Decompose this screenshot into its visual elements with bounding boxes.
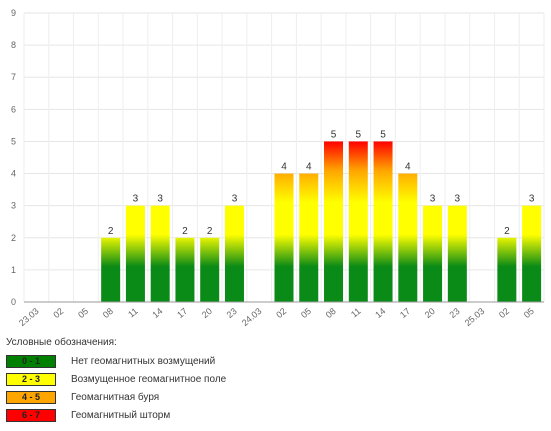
y-tick-label: 0 [11, 297, 16, 307]
legend-item-severe-storm: 6 - 7 Геомагнитный шторм [6, 406, 546, 424]
legend-swatch-orange: 4 - 5 [6, 390, 56, 404]
x-tick-label: 14 [150, 306, 164, 320]
x-tick-label: 23 [225, 306, 239, 320]
x-tick-label: 02 [497, 306, 511, 320]
bar [447, 205, 467, 302]
bar-value-label: 4 [306, 162, 312, 173]
y-tick-label: 6 [11, 104, 16, 114]
y-tick-label: 1 [11, 265, 16, 275]
x-tick-label: 14 [373, 306, 387, 320]
legend-swatch-red: 6 - 7 [6, 408, 56, 422]
x-tick-label: 25.03 [463, 306, 487, 328]
x-tick-label: 23 [448, 306, 462, 320]
y-tick-label: 4 [11, 169, 16, 179]
legend-item-storm: 4 - 5 Геомагнитная буря [6, 388, 546, 406]
x-tick-label: 17 [398, 306, 412, 320]
bar-value-label: 5 [356, 129, 362, 140]
y-tick-label: 9 [11, 8, 16, 18]
bar-value-label: 3 [157, 194, 163, 205]
bar-value-label: 4 [281, 162, 287, 173]
bar [274, 173, 294, 302]
x-tick-label: 08 [324, 306, 338, 320]
legend-swatch-green: 0 - 1 [6, 354, 56, 368]
bar-value-label: 2 [108, 226, 114, 237]
bar [150, 205, 170, 302]
bar [101, 237, 121, 302]
x-tick-label: 02 [51, 306, 65, 320]
bar-value-label: 2 [207, 226, 213, 237]
bar [373, 141, 393, 302]
bar [398, 173, 418, 302]
bar-value-label: 2 [182, 226, 188, 237]
legend: Условные обозначения: 0 - 1 Нет геомагни… [6, 337, 546, 424]
bar [497, 237, 517, 302]
bar-value-label: 2 [504, 226, 510, 237]
x-tick-label: 23.03 [17, 306, 41, 328]
y-tick-label: 5 [11, 136, 16, 146]
x-tick-label: 20 [200, 306, 214, 320]
bar-value-label: 3 [455, 194, 461, 205]
x-tick-label: 05 [299, 306, 313, 320]
bar-value-label: 3 [430, 194, 436, 205]
bar-value-label: 3 [529, 194, 535, 205]
legend-swatch-yellow: 2 - 3 [6, 372, 56, 386]
bar [224, 205, 244, 302]
legend-label-storm: Геомагнитная буря [71, 391, 160, 403]
legend-title: Условные обозначения: [6, 337, 117, 348]
bar [522, 205, 542, 302]
legend-label-disturbed: Возмущенное геомагнитное поле [71, 373, 227, 385]
bar [200, 237, 220, 302]
bar [299, 173, 319, 302]
bar-value-label: 5 [331, 129, 337, 140]
bar-value-label: 5 [380, 129, 386, 140]
x-tick-label: 08 [101, 306, 115, 320]
x-tick-label: 11 [349, 306, 363, 320]
x-tick-label: 24.03 [240, 306, 264, 328]
x-tick-label: 11 [126, 306, 140, 320]
x-tick-label: 17 [175, 306, 189, 320]
bar [348, 141, 368, 302]
bar-value-label: 3 [133, 194, 139, 205]
bar-value-label: 4 [405, 162, 411, 173]
x-tick-label: 02 [274, 306, 288, 320]
y-tick-label: 7 [11, 72, 16, 82]
x-tick-label: 05 [522, 306, 536, 320]
bar-value-label: 3 [232, 194, 238, 205]
y-tick-label: 8 [11, 40, 16, 50]
legend-item-quiet: 0 - 1 Нет геомагнитных возмущений [6, 352, 546, 370]
legend-label-quiet: Нет геомагнитных возмущений [71, 355, 216, 367]
bar [423, 205, 443, 302]
x-tick-label: 20 [423, 306, 437, 320]
bar [175, 237, 195, 302]
y-tick-label: 2 [11, 233, 16, 243]
bar [125, 205, 145, 302]
legend-label-severe-storm: Геомагнитный шторм [71, 409, 171, 421]
legend-item-disturbed: 2 - 3 Возмущенное геомагнитное поле [6, 370, 546, 388]
x-tick-label: 05 [76, 306, 90, 320]
bar [324, 141, 344, 302]
y-tick-label: 3 [11, 201, 16, 211]
